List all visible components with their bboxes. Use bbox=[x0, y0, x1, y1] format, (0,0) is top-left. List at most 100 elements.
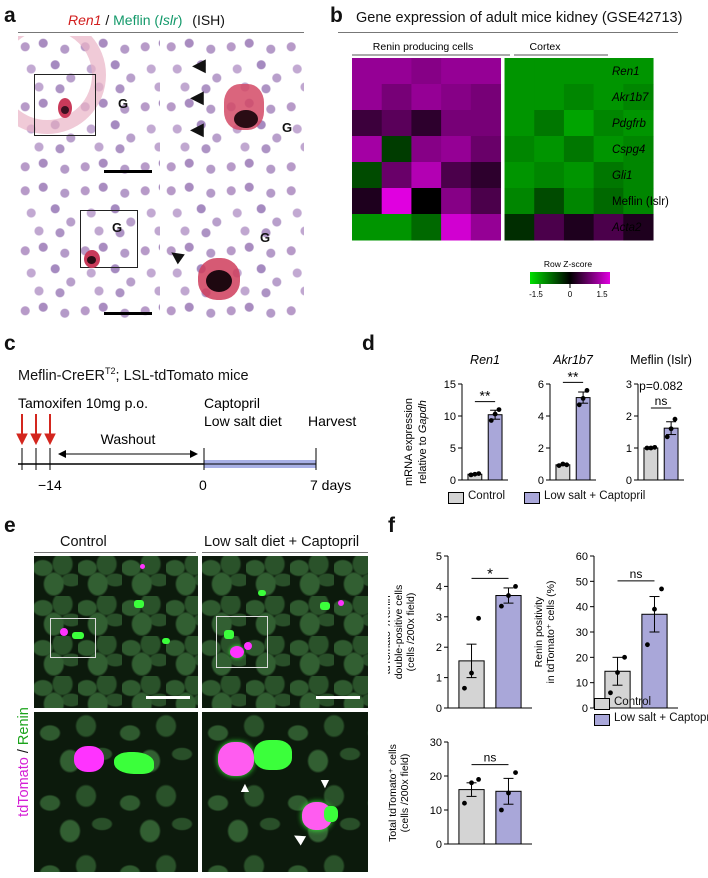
ish-micrograph-bottom-high: ◀ G bbox=[164, 180, 304, 318]
heatmap-cell bbox=[623, 214, 654, 241]
y-tick-label: 6 bbox=[538, 379, 544, 391]
arrowhead-icon: ◀ bbox=[190, 119, 204, 139]
heatmap-cell bbox=[623, 162, 654, 189]
heatmap-cell bbox=[504, 162, 535, 189]
panel-f-label: f bbox=[388, 514, 395, 537]
fluor-treat-high: ▲ ▼ ◀ bbox=[202, 712, 368, 872]
data-point bbox=[472, 471, 478, 477]
low-salt-label: Low salt diet bbox=[204, 413, 282, 429]
scale-bar bbox=[146, 696, 190, 699]
group-label-cortex: Cortex bbox=[530, 41, 562, 53]
colorbar-tick-label: 1.5 bbox=[596, 290, 608, 299]
panel-d-ylabel-2a: relative to bbox=[417, 433, 429, 484]
heatmap-cell bbox=[352, 136, 383, 163]
y-tick-label: 2 bbox=[436, 642, 442, 654]
heatmap-cell bbox=[381, 136, 412, 163]
col-control-rule bbox=[34, 552, 196, 553]
data-point bbox=[576, 402, 582, 408]
heatmap-cell bbox=[593, 188, 624, 215]
heatmap-cell bbox=[593, 84, 624, 111]
data-point bbox=[469, 670, 474, 676]
y-axis-label: (cells /200x field) bbox=[399, 754, 411, 833]
heatmap-cell bbox=[441, 84, 472, 111]
heatmap-cell bbox=[352, 110, 383, 137]
timeline-diagram: Tamoxifen 10mg p.o. Captopril Low salt d… bbox=[16, 395, 356, 493]
chart-title: Meflin (Islr) bbox=[630, 353, 692, 367]
heatmap-cell bbox=[593, 162, 624, 189]
arrowhead-icon: ▼ bbox=[318, 775, 332, 791]
significance-label: ns bbox=[630, 567, 643, 581]
heatmap-cell bbox=[563, 110, 595, 137]
ish-signal-core bbox=[234, 110, 258, 128]
data-point bbox=[645, 642, 650, 648]
gene-label: Meflin (Islr) bbox=[612, 196, 669, 208]
arrow-left-icon bbox=[58, 450, 66, 458]
data-point bbox=[506, 593, 511, 598]
heatmap-cell bbox=[504, 214, 535, 241]
renin-signal bbox=[114, 752, 154, 774]
y-tick-label: 50 bbox=[576, 576, 588, 588]
heatmap-cell bbox=[504, 110, 535, 137]
panel-a-title-rule bbox=[18, 32, 304, 33]
heatmap-cell bbox=[623, 188, 654, 215]
inset-box bbox=[216, 616, 268, 668]
data-point bbox=[496, 407, 502, 412]
data-point bbox=[622, 654, 627, 660]
renin-signal bbox=[324, 806, 338, 822]
data-point bbox=[462, 800, 467, 806]
renin-signal bbox=[320, 602, 330, 610]
data-point bbox=[615, 670, 620, 675]
tdtomato-signal bbox=[244, 642, 252, 650]
panel-a-title-ish: (ISH) bbox=[192, 12, 225, 28]
data-point bbox=[560, 461, 566, 467]
y-tick-label: 15 bbox=[444, 379, 456, 391]
heatmap-cell bbox=[534, 214, 565, 241]
washout-label: Washout bbox=[101, 431, 156, 447]
heatmap-cell bbox=[563, 84, 595, 111]
heatmap-cell bbox=[593, 214, 624, 241]
inset-box bbox=[80, 210, 138, 268]
heatmap-cell bbox=[381, 214, 412, 241]
fluor-control-low bbox=[34, 556, 198, 708]
data-point bbox=[659, 586, 664, 592]
y-tick-label: 0 bbox=[450, 475, 456, 487]
ish-signal-core bbox=[61, 106, 69, 114]
heatmap-cell bbox=[534, 136, 565, 163]
panel-d-ylabel-2: relative to Gapdh bbox=[417, 400, 429, 484]
fluor-treat-low bbox=[202, 556, 368, 708]
captopril-label: Captopril bbox=[204, 395, 260, 411]
data-point bbox=[556, 463, 562, 468]
data-point bbox=[652, 444, 658, 450]
heatmap-cell bbox=[441, 136, 472, 163]
y-tick-label: 0 bbox=[626, 475, 632, 487]
heatmap-cell bbox=[352, 162, 383, 189]
heatmap-cell bbox=[563, 136, 595, 163]
ish-micrograph-bottom-low: G bbox=[18, 180, 160, 318]
panel-a-title-close: ) bbox=[177, 12, 183, 28]
heatmap-cell bbox=[563, 214, 595, 241]
heatmap-cell bbox=[411, 84, 442, 111]
y-tick-label: 3 bbox=[436, 612, 442, 624]
gene-label: Acta2 bbox=[611, 222, 642, 234]
legend-swatch-control bbox=[448, 492, 464, 504]
heatmap-cell bbox=[381, 84, 412, 111]
legend-swatch-control bbox=[594, 698, 610, 710]
y-tick-label: 20 bbox=[430, 771, 442, 783]
tdtomato-signal bbox=[74, 746, 104, 772]
renin-signal bbox=[254, 740, 292, 770]
data-point bbox=[476, 471, 482, 476]
heatmap-cell bbox=[352, 214, 383, 241]
heatmap-cell bbox=[441, 162, 472, 189]
tamoxifen-label: Tamoxifen 10mg p.o. bbox=[18, 395, 148, 411]
bar-control bbox=[458, 789, 485, 845]
gene-label: Pdgfrb bbox=[612, 118, 646, 130]
col-control-label: Control bbox=[60, 534, 107, 550]
heatmap-cell bbox=[381, 162, 412, 189]
ish-signal-core bbox=[87, 256, 96, 264]
group-label-renin: Renin producing cells bbox=[373, 41, 473, 53]
scale-bar bbox=[316, 696, 360, 699]
y-tick-label: 0 bbox=[582, 703, 588, 715]
red-arrow-icon bbox=[30, 433, 42, 446]
data-point bbox=[469, 780, 474, 786]
y-axis-label: Total tdTomato⁺ cells bbox=[388, 744, 399, 842]
